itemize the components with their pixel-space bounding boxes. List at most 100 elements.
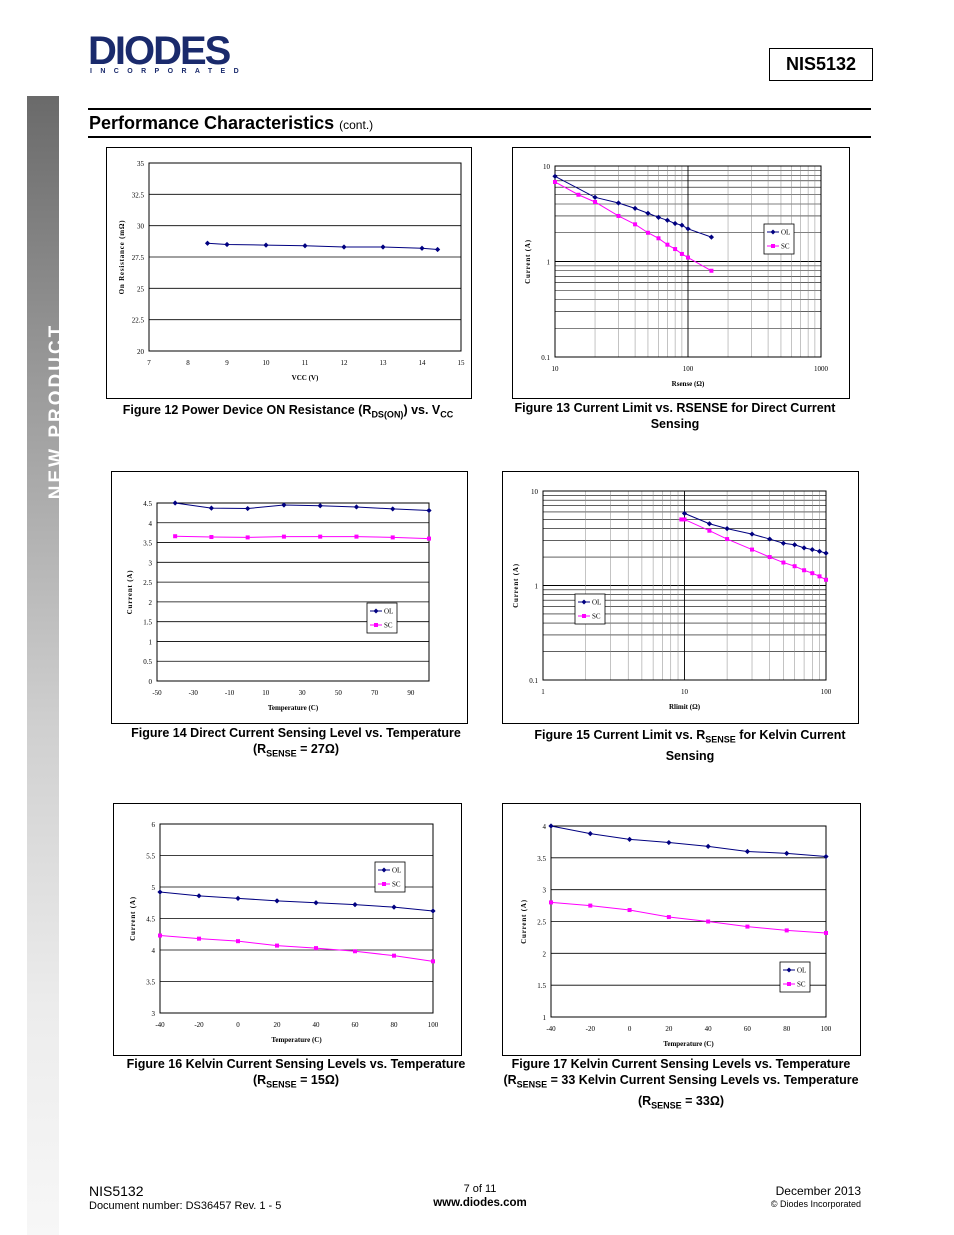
- data-point-SC: [281, 534, 286, 539]
- x-tick-label: 100: [821, 1025, 832, 1033]
- y-axis-title: Current (A): [520, 899, 528, 944]
- data-point-OL: [792, 542, 798, 548]
- y-tick-label: 2.5: [537, 919, 546, 927]
- data-point-OL: [784, 850, 790, 856]
- data-point-SC: [792, 564, 797, 569]
- y-tick-label: 3.5: [537, 855, 546, 863]
- data-point-SC: [802, 568, 807, 573]
- legend-marker-SC: [374, 623, 378, 627]
- data-point-OL: [274, 898, 280, 904]
- chart-fig15: 0.1 1 10 1 10 100 Rlimit (Ω) Current (A) OL SC: [502, 471, 859, 724]
- x-tick-label: 20: [274, 1021, 282, 1029]
- y-tick-label: 0.5: [143, 658, 152, 666]
- legend-label-OL: OL: [781, 229, 790, 237]
- data-point-OL: [430, 908, 436, 914]
- x-tick-label: -20: [586, 1025, 596, 1033]
- data-point-OL: [391, 904, 397, 910]
- y-axis-title: Current (A): [129, 896, 137, 941]
- data-point-SC: [549, 900, 553, 905]
- data-point-0: [435, 246, 441, 253]
- data-point-OL: [801, 545, 807, 551]
- data-point-0: [302, 243, 308, 249]
- data-point-0: [204, 240, 211, 246]
- data-point-0: [224, 241, 230, 248]
- data-point-OL: [744, 848, 751, 855]
- fig17-svg: 1 1.5 2 2.5 3 3.5 4 -40 -20 0 20 40 60 80 100 Temperatu…: [520, 823, 832, 1048]
- legend-label-OL: OL: [392, 867, 401, 875]
- section-heading: Performance Characteristics (cont.): [89, 113, 373, 134]
- x-tick-label: -20: [194, 1021, 204, 1029]
- legend-marker-SC: [787, 982, 791, 986]
- y-tick-label: 1: [149, 638, 153, 646]
- data-point-SC: [673, 247, 678, 252]
- legend-marker-OL: [581, 599, 587, 605]
- x-tick-label: 10: [681, 688, 689, 696]
- chart-fig16: 3 3.5 4 4.5 5 5.5 6 -40 -20 0 20 40 60 80 100 Temperatu…: [113, 803, 462, 1056]
- x-axis-title: Temperature (C): [271, 1036, 322, 1044]
- x-tick-label: -50: [152, 689, 162, 697]
- x-axis-title: Temperature (C): [268, 704, 319, 712]
- data-point-SC: [314, 946, 318, 951]
- fig13-svg: 0.1 1 10 10 100 1000 Rsense (Ω) Current (A) OL SC: [524, 163, 829, 388]
- data-point-OL: [317, 503, 323, 509]
- data-point-SC: [784, 928, 789, 933]
- side-banner: NEW PRODUCT: [27, 96, 67, 1235]
- data-point-OL: [724, 526, 730, 532]
- data-point-OL: [281, 502, 287, 508]
- x-tick-label: 0: [236, 1021, 240, 1029]
- x-axis-title: Temperature (C): [663, 1040, 714, 1048]
- logo-subtitle: INCORPORATED: [90, 68, 248, 75]
- y-tick-label: 3.5: [143, 540, 152, 548]
- x-axis-title: VCC (V): [292, 374, 319, 382]
- plot-area: [542, 490, 827, 681]
- x-tick-label: 80: [391, 1021, 399, 1029]
- legend-label-OL: OL: [592, 599, 601, 607]
- footer-page-number: 7 of 11: [463, 1183, 497, 1195]
- data-point-0: [341, 244, 347, 250]
- x-tick-label: 13: [380, 359, 388, 367]
- legend-label-OL: OL: [384, 608, 393, 616]
- data-point-OL: [632, 205, 638, 211]
- chart-fig13: 0.1 1 10 10 100 1000 Rsense (Ω) Current (A) OL SC: [512, 147, 850, 399]
- legend-label-SC: SC: [781, 243, 790, 251]
- data-point-OL: [390, 506, 396, 512]
- legend: OL SC: [374, 861, 406, 893]
- x-tick-label: 1000: [814, 365, 829, 373]
- y-tick-label: 10: [531, 488, 539, 496]
- x-axis-title: Rsense (Ω): [672, 380, 705, 388]
- plot-area: [554, 165, 822, 358]
- data-point-SC: [686, 255, 690, 260]
- data-point-OL: [681, 510, 688, 516]
- legend: OL SC: [779, 961, 811, 993]
- data-point-OL: [615, 200, 622, 206]
- y-tick-label: 1.5: [537, 982, 546, 990]
- data-point-OL: [816, 548, 823, 554]
- data-point-SC: [431, 959, 435, 964]
- x-tick-label: 12: [341, 359, 349, 367]
- x-tick-label: 8: [186, 359, 190, 367]
- y-tick-label: 5: [152, 884, 156, 892]
- data-point-SC: [645, 230, 650, 235]
- y-axis-title: On Resistance (mΩ): [118, 220, 126, 295]
- x-tick-label: 30: [299, 689, 307, 697]
- y-tick-label: 0.1: [529, 677, 538, 685]
- x-axis-title: Rlimit (Ω): [669, 703, 701, 711]
- x-tick-label: 15: [458, 359, 466, 367]
- legend-marker-OL: [381, 867, 387, 873]
- caption-fig14: Figure 14 Direct Current Sensing Level v…: [131, 726, 461, 759]
- x-tick-label: 80: [783, 1025, 791, 1033]
- footer-url[interactable]: www.diodes.com: [433, 1197, 527, 1209]
- data-point-OL: [767, 536, 773, 542]
- data-point-OL: [749, 531, 755, 537]
- y-tick-label: 0.1: [541, 354, 550, 362]
- data-point-SC: [427, 536, 431, 541]
- data-point-OL: [780, 540, 787, 546]
- data-point-SC: [817, 574, 822, 579]
- data-point-OL: [208, 505, 214, 511]
- y-tick-label: 4: [149, 520, 153, 528]
- plot-area: [156, 502, 430, 682]
- data-point-SC: [197, 936, 201, 941]
- section-title: Performance Characteristics: [89, 113, 335, 133]
- series-line-OL: [159, 891, 434, 912]
- section-cont: (cont.): [339, 118, 374, 132]
